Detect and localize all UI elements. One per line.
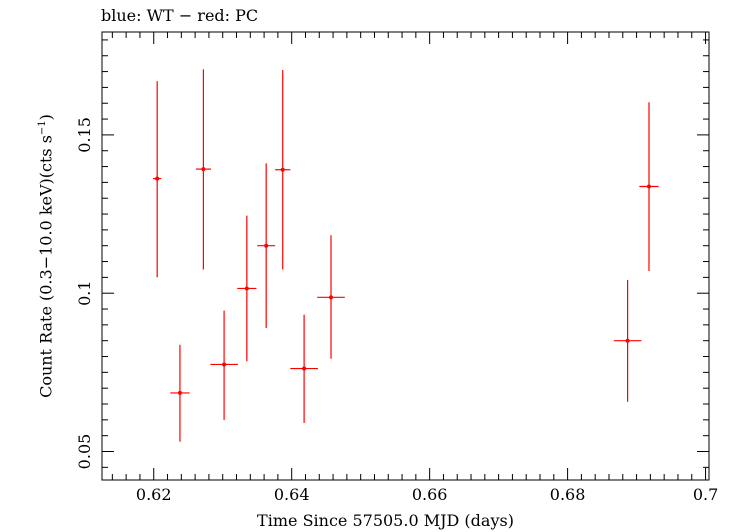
plot-frame xyxy=(101,31,710,481)
data-marker xyxy=(329,295,334,300)
axis-ticks xyxy=(102,32,709,480)
y-axis-label: Count Rate (0.3−10.0 keV)(cts s−1) xyxy=(37,114,56,398)
data-marker xyxy=(244,286,249,291)
data-marker xyxy=(625,338,630,343)
data-marker xyxy=(646,184,651,189)
data-marker xyxy=(302,366,307,371)
y-tick-label: 0.15 xyxy=(75,117,94,153)
data-point xyxy=(170,344,190,442)
tick-labels: 0.62 0.64 0.66 0.68 0.7 0.05 0.1 0.15 xyxy=(75,117,718,504)
y-axis-label-exponent: −1 xyxy=(37,120,49,136)
data-point xyxy=(153,81,162,278)
data-point xyxy=(257,163,276,329)
data-point xyxy=(237,215,257,362)
data-point xyxy=(290,314,318,424)
data-marker xyxy=(222,362,227,367)
data-points xyxy=(153,69,659,442)
data-point xyxy=(317,235,345,359)
data-marker xyxy=(155,176,160,181)
x-tick-label: 0.66 xyxy=(412,485,448,504)
y-tick-label: 0.05 xyxy=(75,434,94,470)
x-axis-label: Time Since 57505.0 MJD (days) xyxy=(257,511,514,530)
data-marker xyxy=(177,390,182,395)
data-marker xyxy=(201,167,206,172)
data-marker xyxy=(280,167,285,172)
x-tick-label: 0.68 xyxy=(550,485,586,504)
data-point xyxy=(195,69,211,270)
data-point xyxy=(210,310,238,420)
y-axis-label-main: Count Rate (0.3−10.0 keV)(cts s xyxy=(36,135,56,398)
x-tick-label: 0.7 xyxy=(693,485,718,504)
y-axis-label-tail: ) xyxy=(36,114,56,121)
x-tick-label: 0.64 xyxy=(274,485,310,504)
y-tick-label: 0.1 xyxy=(75,280,94,305)
data-point xyxy=(613,279,642,402)
chart-title: blue: WT − red: PC xyxy=(101,6,259,25)
x-tick-label: 0.62 xyxy=(136,485,172,504)
data-point xyxy=(275,69,291,270)
data-point xyxy=(639,102,659,272)
data-marker xyxy=(264,243,269,248)
